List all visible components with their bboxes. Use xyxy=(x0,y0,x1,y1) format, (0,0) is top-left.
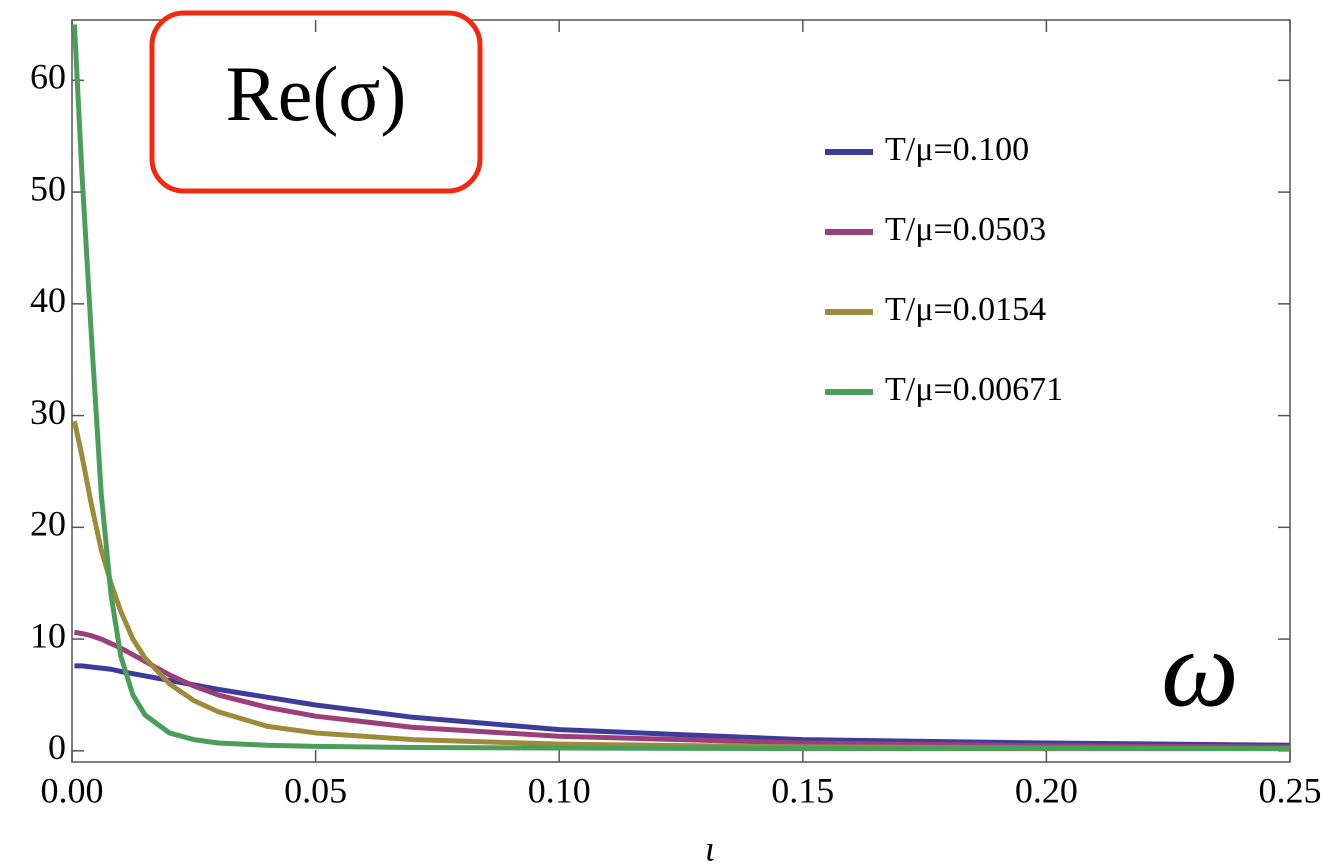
plot-frame xyxy=(71,19,1291,763)
y-tick-label: 20 xyxy=(30,504,66,544)
x-axis-label: ι xyxy=(705,828,715,868)
series-line xyxy=(71,420,1291,752)
title-box xyxy=(149,10,483,194)
x-tick-label: 0.20 xyxy=(1015,770,1078,810)
y-tick-label: 40 xyxy=(30,280,66,320)
legend-label: T/μ=0.00671 xyxy=(885,371,1063,408)
x-tick-label: 0.15 xyxy=(771,770,834,810)
y-tick-label: 50 xyxy=(30,168,66,208)
legend-label: T/μ=0.0503 xyxy=(885,211,1046,248)
x-tick-label: 0.00 xyxy=(41,770,104,810)
annotation: ω xyxy=(1161,607,1239,729)
y-tick-label: 60 xyxy=(30,57,66,97)
chart-title: Re(σ) xyxy=(226,50,407,137)
x-tick-label: 0.05 xyxy=(284,770,347,810)
legend-label: T/μ=0.0154 xyxy=(885,291,1046,328)
series-line xyxy=(71,24,1290,752)
x-tick-label: 0.25 xyxy=(1259,770,1322,810)
legend-label: T/μ=0.100 xyxy=(885,131,1029,168)
y-tick-label: 10 xyxy=(30,615,66,655)
y-tick-label: 30 xyxy=(30,392,66,432)
x-tick-label: 0.10 xyxy=(528,770,591,810)
y-tick-label: 0 xyxy=(48,727,66,767)
series-line xyxy=(74,629,1291,750)
